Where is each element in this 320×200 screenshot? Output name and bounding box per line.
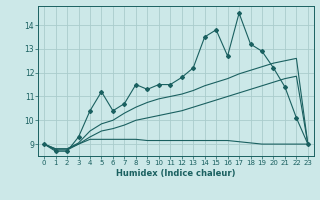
- X-axis label: Humidex (Indice chaleur): Humidex (Indice chaleur): [116, 169, 236, 178]
